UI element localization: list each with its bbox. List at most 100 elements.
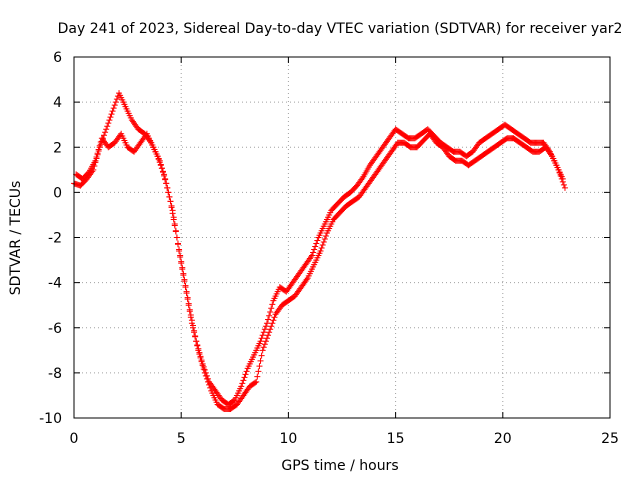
data-point	[321, 236, 328, 243]
data-point	[93, 154, 100, 161]
y-tick-label: -4	[48, 276, 62, 292]
data-point	[186, 308, 193, 315]
data-point	[201, 369, 208, 376]
data-point	[159, 169, 166, 176]
data-point	[189, 324, 196, 331]
data-point	[260, 344, 267, 351]
data-point	[322, 232, 329, 239]
data-point	[94, 150, 101, 157]
data-point	[106, 117, 113, 124]
data-point	[262, 323, 269, 330]
gridlines	[74, 57, 610, 418]
y-tick-label: -10	[39, 411, 62, 427]
data-point	[318, 245, 325, 252]
data-point	[200, 366, 207, 373]
data-point	[259, 347, 266, 354]
data-point	[92, 157, 99, 164]
data-point	[205, 378, 211, 385]
data-point	[199, 362, 206, 369]
data-point	[261, 326, 268, 333]
data-point	[112, 99, 119, 106]
data-point	[105, 120, 112, 127]
data-point	[161, 172, 168, 179]
data-point	[167, 198, 174, 205]
data-point	[557, 172, 564, 179]
data-point	[239, 380, 246, 387]
data-point	[261, 341, 268, 348]
data-point	[183, 290, 190, 297]
data-point	[561, 184, 568, 191]
x-tick-label: 10	[279, 431, 297, 447]
data-point	[310, 249, 317, 256]
data-point	[185, 302, 192, 309]
data-point	[559, 178, 566, 185]
data-point	[176, 248, 183, 255]
data-point	[263, 320, 270, 327]
data-point	[163, 180, 170, 187]
data-point	[187, 314, 194, 321]
data-point	[262, 338, 269, 345]
data-point	[197, 354, 204, 361]
data-point	[181, 278, 188, 285]
data-point	[157, 161, 164, 168]
data-point	[243, 368, 250, 375]
data-point	[177, 254, 184, 261]
x-tick-labels: 0 5 10 15 20 25	[70, 431, 619, 447]
data-point	[104, 123, 111, 130]
data-point	[173, 234, 180, 241]
x-tick-label: 5	[177, 431, 186, 447]
data-point	[257, 357, 264, 364]
data-point	[110, 105, 117, 112]
x-tick-label: 20	[494, 431, 512, 447]
data-point	[558, 175, 565, 182]
data-point	[182, 284, 189, 291]
data-point	[164, 184, 171, 191]
data-point	[111, 102, 118, 109]
data-point	[266, 329, 273, 336]
data-point	[266, 312, 273, 319]
y-tick-label: -8	[48, 366, 62, 382]
x-tick-label: 15	[387, 431, 405, 447]
data-point	[109, 108, 116, 115]
data-point	[270, 317, 277, 324]
data-point	[103, 126, 110, 133]
data-point	[319, 242, 326, 249]
y-axis-label: SDTVAR / TECUs	[8, 181, 24, 296]
data-point	[269, 320, 276, 327]
y-tick-label: 2	[53, 140, 62, 156]
data-point	[198, 358, 205, 365]
data-point	[238, 383, 245, 390]
data-point	[108, 111, 115, 118]
data-point	[202, 372, 209, 379]
chart-title: Day 241 of 2023, Sidereal Day-to-day VTE…	[58, 21, 623, 37]
data-point	[263, 335, 270, 342]
data-point	[560, 181, 567, 188]
data-point	[101, 132, 108, 139]
data-point	[195, 347, 202, 354]
data-point	[188, 320, 195, 327]
data-point	[267, 308, 274, 315]
data-point	[166, 193, 173, 200]
data-point	[242, 371, 249, 378]
data-point	[192, 333, 199, 340]
data-point	[171, 220, 178, 227]
data-point	[260, 329, 267, 336]
data-point	[268, 323, 275, 330]
data-point	[169, 207, 176, 214]
data-point	[241, 374, 248, 381]
data-point	[172, 227, 179, 234]
data-point	[256, 363, 263, 370]
data-point	[194, 342, 201, 349]
data-point	[314, 237, 321, 244]
data-point	[95, 146, 102, 153]
data-point	[158, 165, 165, 172]
data-point	[252, 379, 259, 386]
data-point	[311, 246, 318, 253]
data-point	[255, 368, 262, 375]
data-point	[268, 305, 275, 312]
data-point	[253, 378, 260, 385]
data-point	[162, 176, 169, 183]
data-point	[203, 375, 210, 382]
data-point	[196, 351, 203, 358]
data-point	[258, 335, 265, 342]
